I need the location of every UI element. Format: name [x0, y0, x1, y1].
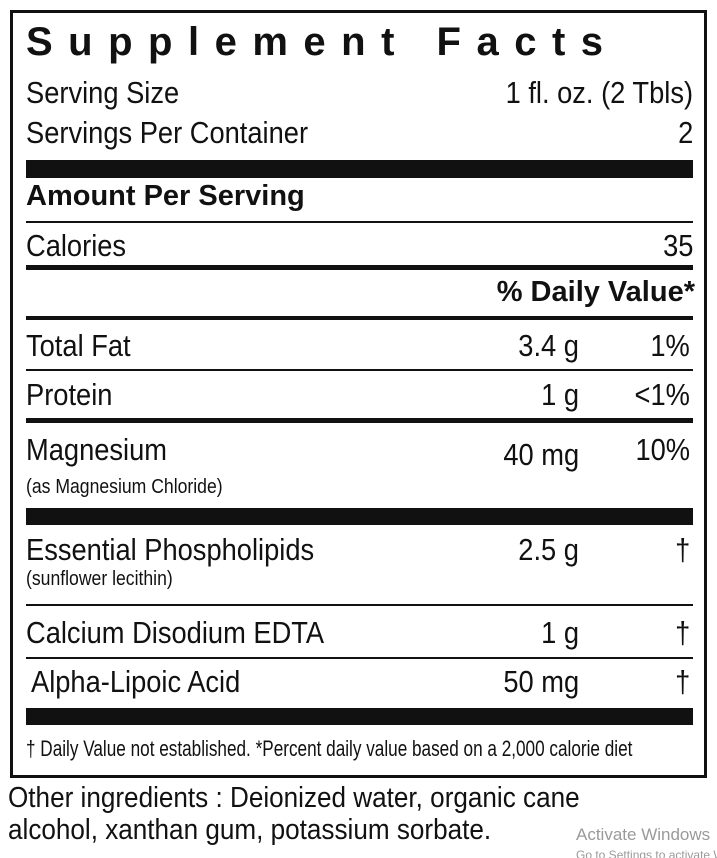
nutrient-dv: 1%: [650, 328, 690, 363]
nutrient-note: (as Magnesium Chloride): [26, 476, 223, 498]
servings-value: 2: [677, 115, 693, 150]
divider: [26, 508, 693, 525]
nutrient-dv: †: [674, 664, 690, 699]
other-ingredients: Other ingredients : Deionized water, org…: [8, 782, 580, 814]
nutrient-amount: 1 g: [541, 377, 579, 412]
calories-value: 35: [662, 228, 693, 263]
daily-value-header: % Daily Value*: [496, 276, 695, 308]
watermark-title: Activate Windows: [576, 825, 711, 844]
divider: [26, 604, 693, 606]
nutrient-dv: †: [674, 615, 690, 650]
nutrient-name: Calcium Disodium EDTA: [26, 615, 325, 650]
footnote: † Daily Value not established. *Percent …: [26, 736, 633, 761]
servings-label: Servings Per Container: [26, 115, 309, 150]
nutrient-dv: 10%: [635, 432, 690, 467]
divider: [26, 369, 693, 371]
nutrient-dv: †: [674, 532, 690, 567]
serving-size-value: 1 fl. oz. (2 Tbls): [505, 75, 693, 110]
title: Supplement Facts: [26, 20, 619, 64]
divider: [26, 160, 693, 178]
divider: [26, 221, 693, 223]
nutrient-name: Alpha-Lipoic Acid: [31, 664, 241, 699]
serving-size-label: Serving Size: [26, 75, 180, 110]
nutrient-name: Magnesium: [26, 432, 168, 467]
nutrient-amount: 40 mg: [503, 437, 579, 472]
divider: [26, 265, 693, 270]
other-ingredients: alcohol, xanthan gum, potassium sorbate.: [8, 814, 492, 846]
calories-label: Calories: [26, 228, 127, 263]
nutrient-name: Protein: [26, 377, 113, 412]
divider: [26, 708, 693, 725]
amount-per-serving: Amount Per Serving: [26, 180, 305, 212]
nutrient-amount: 3.4 g: [518, 328, 579, 363]
facts-box: [10, 10, 707, 778]
nutrient-amount: 1 g: [541, 615, 579, 650]
nutrient-amount: 2.5 g: [518, 532, 579, 567]
nutrient-note: (sunflower lecithin): [26, 568, 173, 590]
watermark-subtitle: Go to Settings to activate Windows.: [576, 848, 717, 858]
divider: [26, 418, 693, 423]
divider: [26, 316, 693, 320]
nutrient-dv: <1%: [634, 377, 690, 412]
nutrient-name: Total Fat: [26, 328, 131, 363]
nutrient-amount: 50 mg: [503, 664, 579, 699]
divider: [26, 657, 693, 659]
nutrient-name: Essential Phospholipids: [26, 532, 315, 567]
